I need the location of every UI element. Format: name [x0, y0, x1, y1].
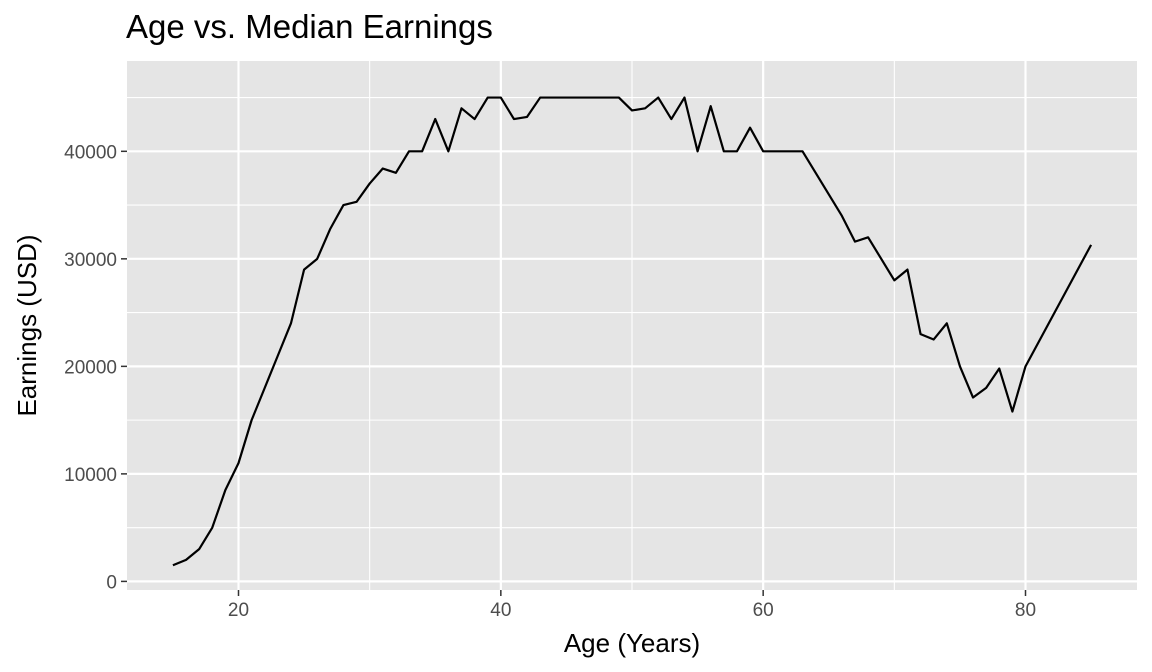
x-tick-label: 80 — [1015, 600, 1036, 621]
major-gridlines — [127, 61, 1137, 590]
x-tick-label: 60 — [753, 600, 774, 621]
x-axis-ticks: 20 40 60 80 — [228, 590, 1036, 621]
minor-gridlines — [127, 61, 1137, 590]
y-tick-label: 10000 — [64, 465, 117, 486]
y-tick-label: 40000 — [64, 142, 117, 163]
y-axis-title: Earnings (USD) — [12, 234, 42, 416]
chart-title: Age vs. Median Earnings — [126, 8, 493, 45]
x-tick-label: 40 — [490, 600, 511, 621]
y-tick-label: 20000 — [64, 357, 117, 378]
x-tick-label: 20 — [228, 600, 249, 621]
x-axis-title: Age (Years) — [564, 628, 700, 658]
y-tick-label: 30000 — [64, 250, 117, 271]
earnings-series-line — [172, 96, 1093, 567]
y-axis-ticks: 0 10000 20000 30000 40000 — [64, 142, 127, 593]
y-tick-label: 0 — [106, 572, 117, 593]
